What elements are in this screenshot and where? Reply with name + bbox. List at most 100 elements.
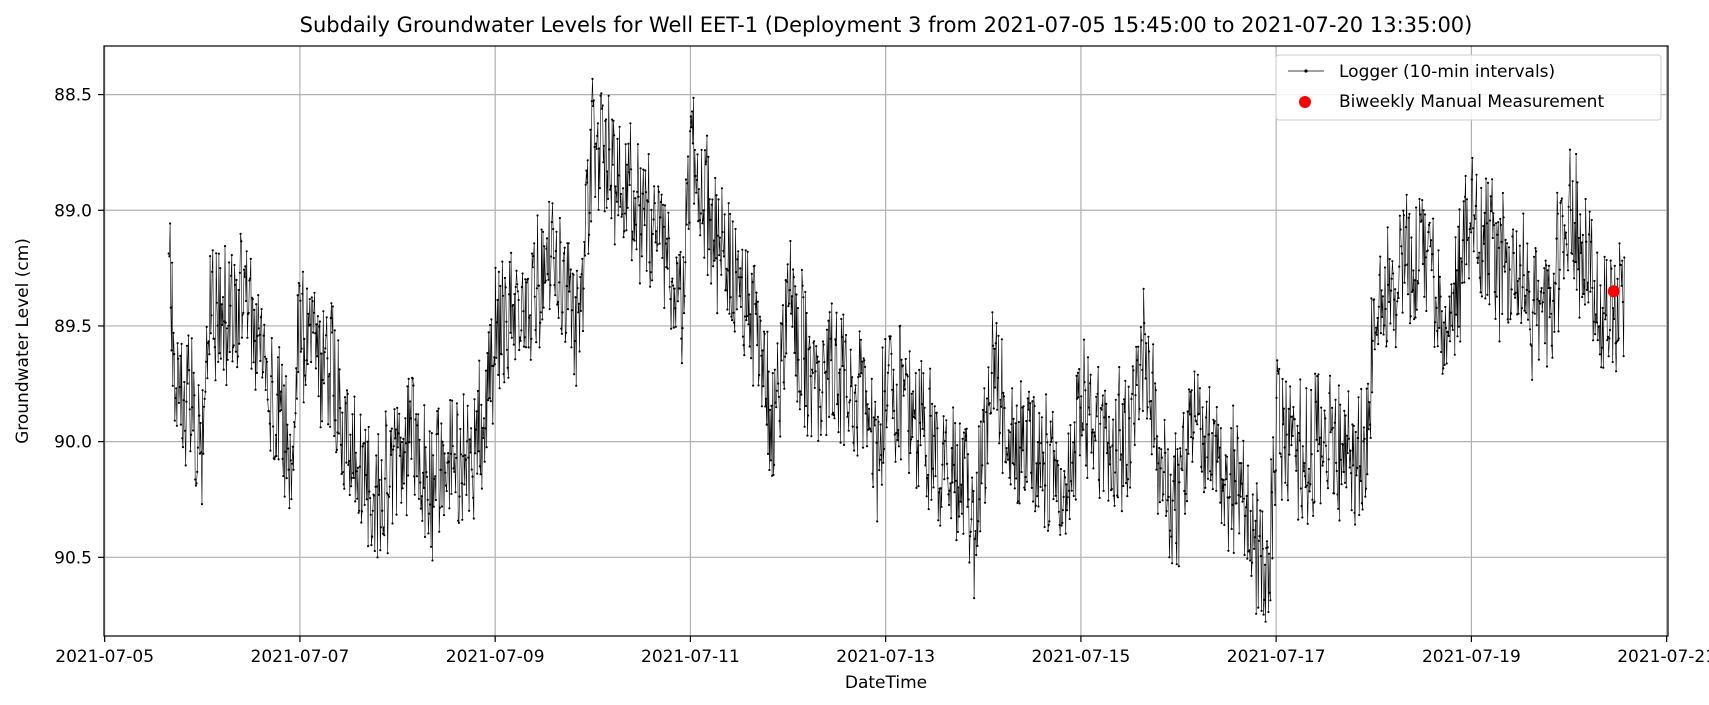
logger-point [635, 248, 638, 251]
logger-point [1621, 300, 1624, 304]
logger-point [1375, 333, 1378, 336]
logger-point [1000, 338, 1004, 341]
y-tick-label: 90.5 [54, 548, 92, 568]
logger-point [899, 324, 902, 327]
logger-point [460, 482, 463, 485]
logger-point [1262, 613, 1265, 616]
logger-point [204, 390, 207, 393]
logger-point [1362, 440, 1365, 443]
logger-point [751, 281, 754, 284]
logger-point [689, 115, 692, 118]
logger-point [770, 404, 773, 407]
logger-point [606, 197, 610, 200]
logger-point [491, 422, 494, 425]
logger-point [1344, 414, 1347, 417]
logger-point [1213, 422, 1216, 425]
logger-point [1255, 612, 1258, 615]
logger-point [1122, 484, 1125, 488]
logger-point [956, 530, 960, 534]
logger-point [811, 371, 814, 374]
logger-point [692, 96, 695, 99]
logger-point [265, 360, 269, 363]
logger-point [484, 369, 488, 372]
logger-point [550, 221, 553, 224]
logger-point [1097, 365, 1100, 369]
logger-point [1543, 267, 1546, 270]
logger-point [1412, 269, 1415, 272]
logger-point [1616, 277, 1619, 280]
logger-point [787, 305, 790, 308]
logger-point [682, 312, 686, 315]
logger-point [1486, 293, 1489, 296]
logger-point [1207, 433, 1210, 436]
logger-point [282, 474, 285, 478]
logger-point [1208, 386, 1211, 389]
logger-point [1012, 417, 1015, 420]
logger-point [468, 438, 471, 441]
logger-point [1089, 373, 1092, 376]
logger-point [1335, 461, 1338, 464]
logger-point [354, 500, 357, 503]
logger-point [534, 328, 537, 332]
logger-point [998, 442, 1001, 445]
logger-point [1317, 373, 1320, 376]
logger-point [545, 237, 549, 240]
logger-point [1603, 255, 1606, 258]
logger-point [318, 320, 321, 323]
logger-point [1535, 324, 1538, 327]
logger-point [590, 100, 593, 103]
logger-point [1201, 406, 1204, 409]
logger-point [955, 539, 958, 542]
logger-point [1314, 400, 1317, 403]
logger-point [1129, 486, 1132, 489]
logger-point [697, 188, 701, 191]
logger-point [1572, 259, 1575, 262]
logger-point [215, 252, 218, 255]
logger-point [1127, 385, 1130, 388]
logger-point [187, 334, 190, 337]
logger-point [1274, 503, 1277, 506]
logger-point [1392, 328, 1395, 331]
logger-point [407, 474, 410, 477]
logger-point [1014, 422, 1017, 425]
logger-point [598, 187, 602, 190]
logger-point [1244, 506, 1248, 509]
logger-point [369, 513, 372, 516]
logger-point [503, 381, 506, 384]
logger-point [1097, 478, 1100, 481]
logger-point [1013, 463, 1016, 466]
logger-point [532, 255, 535, 258]
logger-point [780, 359, 783, 362]
logger-point [1075, 374, 1078, 377]
logger-point [192, 429, 195, 432]
logger-point [1269, 599, 1272, 602]
logger-point [1015, 404, 1018, 407]
logger-point [200, 503, 204, 506]
logger-point [735, 271, 738, 274]
logger-point [562, 252, 566, 255]
logger-point [654, 241, 657, 244]
logger-point [1315, 438, 1318, 441]
logger-point [1450, 283, 1453, 286]
logger-point [1042, 462, 1046, 465]
logger-point [1581, 233, 1584, 237]
logger-point [977, 425, 981, 428]
logger-point [1440, 310, 1443, 313]
logger-point [196, 470, 199, 473]
logger-point [1076, 397, 1079, 400]
logger-point [1118, 366, 1121, 369]
logger-point [1491, 178, 1494, 181]
logger-point [1600, 346, 1603, 349]
logger-point [1514, 291, 1517, 294]
logger-point [1466, 238, 1469, 242]
logger-point [260, 308, 263, 311]
logger-point [1553, 330, 1556, 333]
logger-point [806, 414, 810, 417]
logger-point [432, 454, 435, 457]
logger-point [826, 377, 829, 380]
logger-point [542, 306, 545, 309]
logger-point [314, 367, 317, 370]
logger-point [650, 208, 653, 211]
logger-point [916, 440, 920, 443]
logger-point [501, 294, 505, 297]
